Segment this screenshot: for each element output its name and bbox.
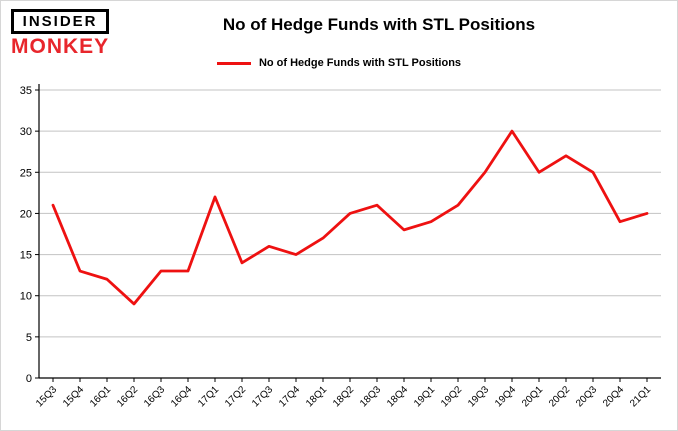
x-tick-label: 19Q2 [439,384,464,409]
x-tick-label: 17Q3 [250,384,275,409]
y-tick-label: 15 [20,250,32,262]
legend-label: No of Hedge Funds with STL Positions [258,57,462,69]
x-tick-label: 20Q4 [601,384,626,409]
x-tick-label: 16Q4 [169,384,194,409]
x-tick-label: 19Q4 [493,384,518,409]
x-tick-label: 17Q2 [223,384,248,409]
x-tick-label: 20Q1 [520,384,545,409]
y-tick-label: 5 [26,332,32,344]
x-tick-label: 17Q4 [277,384,302,409]
x-tick-label: 17Q1 [196,384,221,409]
y-tick-label: 35 [20,85,32,97]
x-tick-label: 19Q1 [412,384,437,409]
x-tick-label: 15Q3 [34,384,59,409]
y-tick-label: 25 [20,167,32,179]
y-tick-label: 30 [20,126,32,138]
x-tick-label: 16Q2 [115,384,140,409]
logo-insider-text: INSIDER [11,9,110,34]
logo-monkey-text: MONKEY [11,35,110,58]
x-tick-label: 16Q1 [88,384,113,409]
x-tick-label: 19Q3 [466,384,491,409]
x-tick-label: 20Q2 [547,384,572,409]
legend-line-swatch [216,61,251,65]
y-tick-label: 20 [20,208,32,220]
x-tick-label: 18Q4 [385,384,410,409]
data-line-series [51,129,649,306]
insider-monkey-logo: INSIDER MONKEY [11,9,110,58]
x-tick-label: 18Q1 [304,384,329,409]
x-tick-label: 21Q1 [628,384,653,409]
x-tick-label: 18Q2 [331,384,356,409]
x-tick-label: 20Q3 [574,384,599,409]
y-tick-label: 10 [20,291,32,303]
legend: No of Hedge Funds with STL Positions [1,57,677,69]
chart-title: No of Hedge Funds with STL Positions [222,15,536,34]
x-tick-label: 16Q3 [142,384,167,409]
y-tick-label: 0 [26,373,32,385]
x-tick-label: 18Q3 [358,384,383,409]
x-tick-label: 15Q4 [61,384,86,409]
